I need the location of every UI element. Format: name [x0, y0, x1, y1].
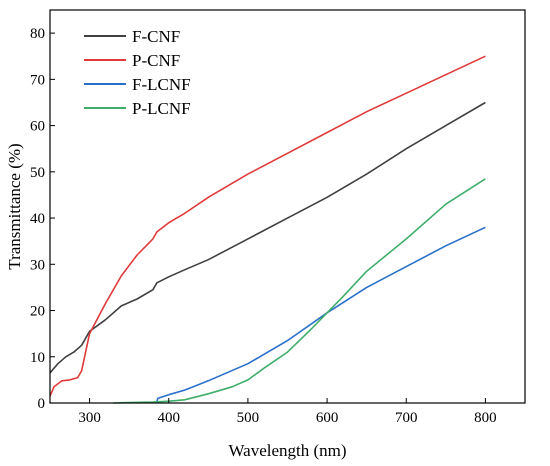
y-tick-label: 70: [30, 72, 45, 88]
series-line-f-lcnf: [156, 226, 486, 403]
legend-label: P-CNF: [132, 51, 180, 70]
y-axis-label: Transmittance (%): [5, 143, 24, 269]
y-tick-label: 20: [30, 304, 45, 320]
legend-label: P-LCNF: [132, 99, 191, 118]
y-tick-label: 10: [30, 350, 45, 366]
x-axis-ticks: 300 400 500 600 700 800: [78, 398, 497, 426]
x-tick-label: 300: [78, 410, 101, 426]
y-tick-label: 50: [30, 165, 45, 181]
x-tick-label: 500: [237, 410, 260, 426]
legend-label: F-CNF: [132, 27, 180, 46]
x-tick-label: 700: [395, 410, 418, 426]
y-tick-label: 80: [30, 26, 45, 42]
series-line-p-lcnf: [113, 178, 486, 404]
x-axis-label: Wavelength (nm): [228, 441, 346, 460]
legend-label: F-LCNF: [132, 75, 191, 94]
x-tick-label: 400: [158, 410, 181, 426]
y-tick-label: 40: [30, 211, 45, 227]
y-tick-label: 60: [30, 119, 45, 135]
plot-frame: [49, 9, 526, 404]
series-lines: [49, 55, 486, 404]
legend: F-CNF P-CNF F-LCNF P-LCNF: [84, 27, 191, 118]
x-tick-label: 800: [474, 410, 497, 426]
y-axis-ticks: 0 10 20 30 40 50 60 70 80: [30, 26, 55, 412]
y-tick-label: 0: [38, 396, 46, 412]
series-line-p-cnf: [49, 55, 486, 397]
x-tick-label: 600: [316, 410, 339, 426]
y-tick-label: 30: [30, 257, 45, 273]
series-line-f-cnf: [49, 101, 486, 374]
